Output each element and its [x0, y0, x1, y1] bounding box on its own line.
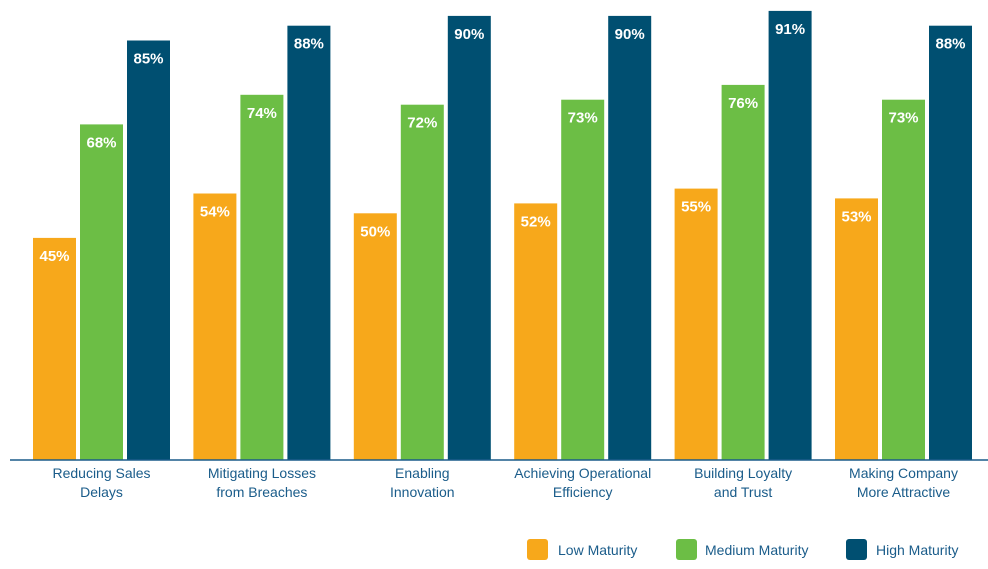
bar-labels-layer: 45% 68% 85% 54% 74% 88% 50% 72% 90% 52% 73% 90% 55% 7…	[39, 21, 965, 265]
bar-low-maturity-5	[674, 188, 718, 460]
bar-value-label: 74%	[247, 105, 277, 122]
bar-medium-maturity-1	[80, 124, 123, 461]
bar-low-maturity-6	[835, 198, 878, 460]
category-label-line: Efficiency	[553, 484, 613, 500]
bar-value-label: 55%	[681, 199, 711, 216]
category-label-5: Building Loyalty and Trust	[694, 465, 792, 500]
bar-medium-maturity-5	[721, 84, 765, 461]
bar-value-label: 73%	[888, 110, 918, 127]
category-label-line: Making Company	[849, 465, 958, 481]
bar-value-label: 73%	[568, 110, 598, 127]
category-label-line: Innovation	[390, 484, 455, 500]
bar-low-maturity-2	[193, 193, 237, 460]
category-label-line: More Attractive	[857, 484, 951, 500]
bar-value-label: 50%	[360, 223, 390, 240]
category-label-1: Reducing Sales Delays	[52, 465, 150, 500]
category-label-3: Enabling Innovation	[390, 465, 455, 500]
legend-label-medium-maturity: Medium Maturity	[705, 542, 808, 558]
category-label-line: Reducing Sales	[52, 465, 150, 481]
category-label-line: Enabling	[395, 465, 450, 481]
bar-high-maturity-4	[608, 15, 652, 461]
bar-value-label: 53%	[841, 208, 871, 225]
legend: Low Maturity Medium Maturity High Maturity	[527, 539, 958, 560]
bar-low-maturity-3	[353, 213, 397, 460]
legend-label-low-maturity: Low Maturity	[558, 542, 637, 558]
bar-value-label: 90%	[615, 26, 645, 43]
bar-medium-maturity-3	[400, 104, 444, 460]
bar-value-label: 90%	[454, 26, 484, 43]
bars-layer	[33, 10, 972, 461]
category-label-line: Achieving Operational	[514, 465, 651, 481]
legend-swatch-high-maturity	[846, 539, 867, 560]
category-label-line: Mitigating Losses	[208, 465, 316, 481]
bar-high-maturity-1	[127, 40, 170, 460]
bar-high-maturity-5	[768, 10, 812, 461]
bar-value-label: 76%	[728, 95, 758, 112]
category-label-line: Delays	[80, 484, 123, 500]
bar-medium-maturity-4	[561, 99, 605, 460]
category-label-6: Making Company More Attractive	[849, 465, 958, 500]
category-labels-layer: Reducing Sales Delays Mitigating Losses fro…	[52, 465, 958, 500]
legend-swatch-medium-maturity	[676, 539, 697, 560]
bar-value-label: 91%	[775, 21, 805, 38]
category-label-line: from Breaches	[216, 484, 307, 500]
bar-value-label: 54%	[200, 204, 230, 221]
category-label-4: Achieving Operational Efficiency	[514, 465, 651, 500]
bar-medium-maturity-6	[882, 99, 925, 460]
bar-value-label: 72%	[407, 115, 437, 132]
bar-value-label: 88%	[935, 36, 965, 53]
bar-high-maturity-2	[287, 25, 331, 460]
category-label-line: and Trust	[714, 484, 772, 500]
bar-value-label: 52%	[521, 213, 551, 230]
bar-value-label: 85%	[133, 51, 163, 68]
legend-label-high-maturity: High Maturity	[876, 542, 958, 558]
bar-low-maturity-4	[514, 203, 558, 460]
bar-value-label: 88%	[294, 36, 324, 53]
bar-high-maturity-3	[447, 15, 491, 461]
bar-value-label: 45%	[39, 248, 69, 265]
bar-medium-maturity-2	[240, 94, 284, 461]
category-label-2: Mitigating Losses from Breaches	[208, 465, 316, 500]
bar-high-maturity-6	[929, 25, 972, 460]
bar-low-maturity-1	[33, 237, 76, 460]
legend-swatch-low-maturity	[527, 539, 548, 560]
category-label-line: Building Loyalty	[694, 465, 792, 481]
bar-value-label: 68%	[86, 134, 116, 151]
